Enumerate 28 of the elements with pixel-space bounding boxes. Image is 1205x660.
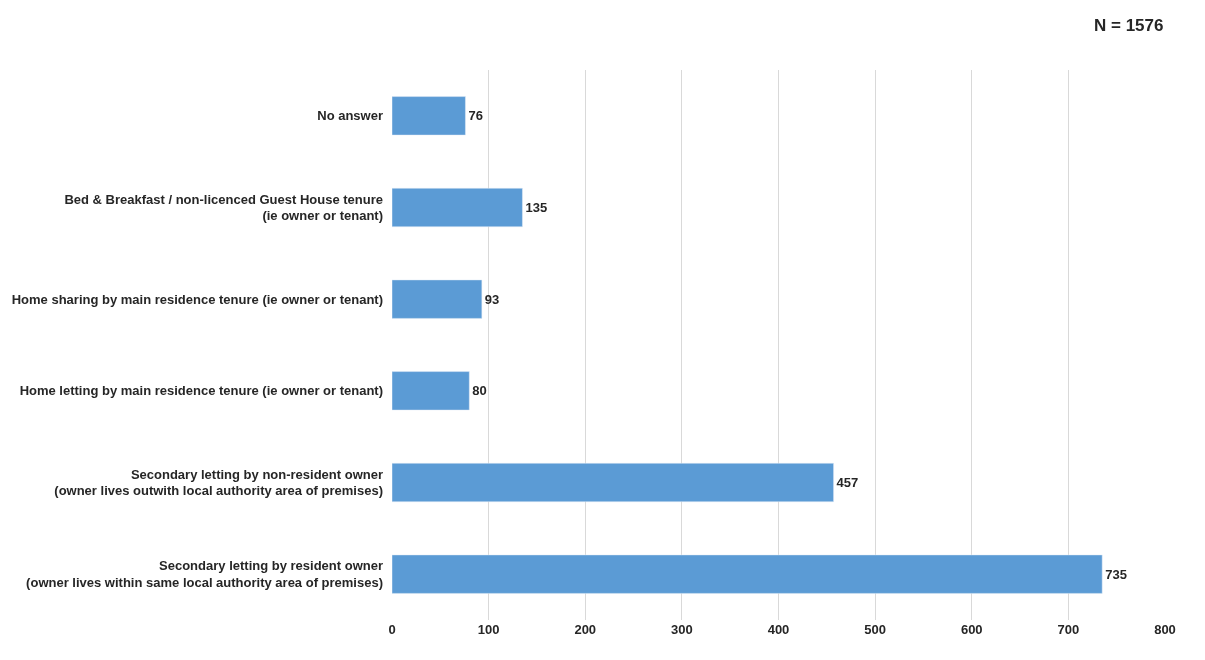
x-tick-label: 300 <box>671 622 693 637</box>
y-tick-label: Secondary letting by resident owner (owner lives within same local authority area of premises) <box>26 558 383 591</box>
data-label: 457 <box>836 475 859 490</box>
bar <box>392 371 470 411</box>
bar <box>392 188 523 227</box>
x-tick-label: 400 <box>767 622 790 637</box>
data-label: 80 <box>472 383 487 399</box>
x-tick-label: 700 <box>1057 622 1080 637</box>
y-tick-label: No answer <box>317 108 383 124</box>
x-tick-label: 600 <box>960 622 983 637</box>
x-tick-label: 500 <box>864 622 886 637</box>
x-tick-label: 100 <box>477 622 500 637</box>
data-label: 735 <box>1105 566 1127 582</box>
text: N = 1576 <box>1094 16 1164 35</box>
y-tick-label: Secondary letting by non-resident owner (owner lives outwith local authority area of premises) <box>54 466 383 499</box>
bar <box>392 96 466 136</box>
y-tick-label: Home letting by main residence tenure (ie owner or tenant) <box>19 383 383 399</box>
bar <box>392 554 1103 594</box>
y-tick-label: Home sharing by main residence tenure (ie owner or tenant) <box>11 291 383 307</box>
y-tick-label: Bed & Breakfast / non-licenced Guest House tenure (ie owner or tenant) <box>64 191 383 224</box>
x-tick-label: 0 <box>388 622 396 637</box>
bar <box>392 279 483 319</box>
x-tick-label: 200 <box>574 622 597 637</box>
data-label: 76 <box>468 108 483 124</box>
x-tick-label: 800 <box>1154 622 1176 637</box>
data-label: 135 <box>525 200 548 215</box>
bar <box>392 463 834 502</box>
data-label: 93 <box>484 291 500 307</box>
